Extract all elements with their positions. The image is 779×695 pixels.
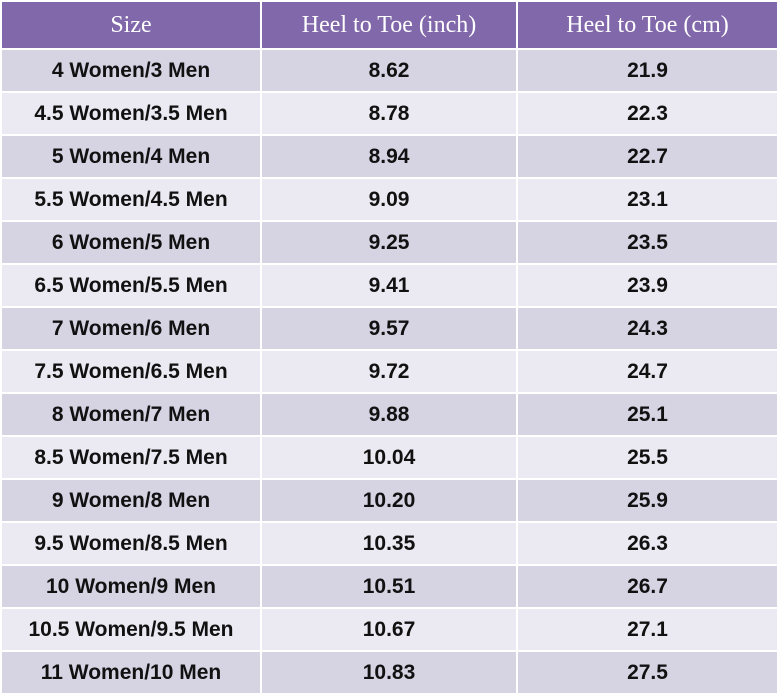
table-cell: 7.5 Women/6.5 Men xyxy=(2,351,260,392)
table-cell: 9 Women/8 Men xyxy=(2,480,260,521)
table-cell: 10 Women/9 Men xyxy=(2,566,260,607)
table-cell: 8.78 xyxy=(262,93,516,134)
table-cell: 11 Women/10 Men xyxy=(2,652,260,693)
table-cell: 22.7 xyxy=(518,136,777,177)
table-cell: 6 Women/5 Men xyxy=(2,222,260,263)
table-cell: 7 Women/6 Men xyxy=(2,308,260,349)
table-row: 7.5 Women/6.5 Men 9.72 24.7 xyxy=(2,351,777,392)
table-cell: 23.1 xyxy=(518,179,777,220)
header-cell: Heel to Toe (inch) xyxy=(262,2,516,48)
table-cell: 10.83 xyxy=(262,652,516,693)
table-row: 8.5 Women/7.5 Men 10.04 25.5 xyxy=(2,437,777,478)
header-cell: Size xyxy=(2,2,260,48)
table-row: 7 Women/6 Men 9.57 24.3 xyxy=(2,308,777,349)
table-row: 9.5 Women/8.5 Men 10.35 26.3 xyxy=(2,523,777,564)
table-cell: 8.94 xyxy=(262,136,516,177)
table-cell: 10.5 Women/9.5 Men xyxy=(2,609,260,650)
table-cell: 6.5 Women/5.5 Men xyxy=(2,265,260,306)
table-cell: 8.5 Women/7.5 Men xyxy=(2,437,260,478)
table-cell: 9.57 xyxy=(262,308,516,349)
table-row: 5 Women/4 Men 8.94 22.7 xyxy=(2,136,777,177)
table-cell: 9.09 xyxy=(262,179,516,220)
table-cell: 25.1 xyxy=(518,394,777,435)
table-cell: 25.5 xyxy=(518,437,777,478)
table-cell: 5.5 Women/4.5 Men xyxy=(2,179,260,220)
table-cell: 27.5 xyxy=(518,652,777,693)
table-row: 8 Women/7 Men 9.88 25.1 xyxy=(2,394,777,435)
table-cell: 26.3 xyxy=(518,523,777,564)
table-cell: 5 Women/4 Men xyxy=(2,136,260,177)
table-row: 10 Women/9 Men 10.51 26.7 xyxy=(2,566,777,607)
table-row: 6 Women/5 Men 9.25 23.5 xyxy=(2,222,777,263)
table-cell: 10.04 xyxy=(262,437,516,478)
table-cell: 24.3 xyxy=(518,308,777,349)
table-cell: 4.5 Women/3.5 Men xyxy=(2,93,260,134)
table-cell: 9.25 xyxy=(262,222,516,263)
table-cell: 9.41 xyxy=(262,265,516,306)
table-row: 10.5 Women/9.5 Men 10.67 27.1 xyxy=(2,609,777,650)
header-cell: Heel to Toe (cm) xyxy=(518,2,777,48)
table-row: 4.5 Women/3.5 Men 8.78 22.3 xyxy=(2,93,777,134)
table-cell: 23.9 xyxy=(518,265,777,306)
table-cell: 10.35 xyxy=(262,523,516,564)
table-row: 6.5 Women/5.5 Men 9.41 23.9 xyxy=(2,265,777,306)
table-cell: 8 Women/7 Men xyxy=(2,394,260,435)
table-header: Size Heel to Toe (inch) Heel to Toe (cm) xyxy=(2,2,777,48)
table-cell: 10.20 xyxy=(262,480,516,521)
table-row: 9 Women/8 Men 10.20 25.9 xyxy=(2,480,777,521)
table-cell: 8.62 xyxy=(262,50,516,91)
table-row: 11 Women/10 Men 10.83 27.5 xyxy=(2,652,777,693)
table-cell: 26.7 xyxy=(518,566,777,607)
table-row: 5.5 Women/4.5 Men 9.09 23.1 xyxy=(2,179,777,220)
table-cell: 27.1 xyxy=(518,609,777,650)
table-row: 4 Women/3 Men 8.62 21.9 xyxy=(2,50,777,91)
table-body: 4 Women/3 Men 8.62 21.9 4.5 Women/3.5 Men 8.… xyxy=(2,50,777,693)
table-cell: 25.9 xyxy=(518,480,777,521)
table-cell: 24.7 xyxy=(518,351,777,392)
table-cell: 10.67 xyxy=(262,609,516,650)
table-cell: 21.9 xyxy=(518,50,777,91)
table-cell: 22.3 xyxy=(518,93,777,134)
table-cell: 9.5 Women/8.5 Men xyxy=(2,523,260,564)
table-cell: 23.5 xyxy=(518,222,777,263)
table-cell: 9.88 xyxy=(262,394,516,435)
table-cell: 9.72 xyxy=(262,351,516,392)
table-cell: 10.51 xyxy=(262,566,516,607)
header-row: Size Heel to Toe (inch) Heel to Toe (cm) xyxy=(2,2,777,48)
table-cell: 4 Women/3 Men xyxy=(2,50,260,91)
